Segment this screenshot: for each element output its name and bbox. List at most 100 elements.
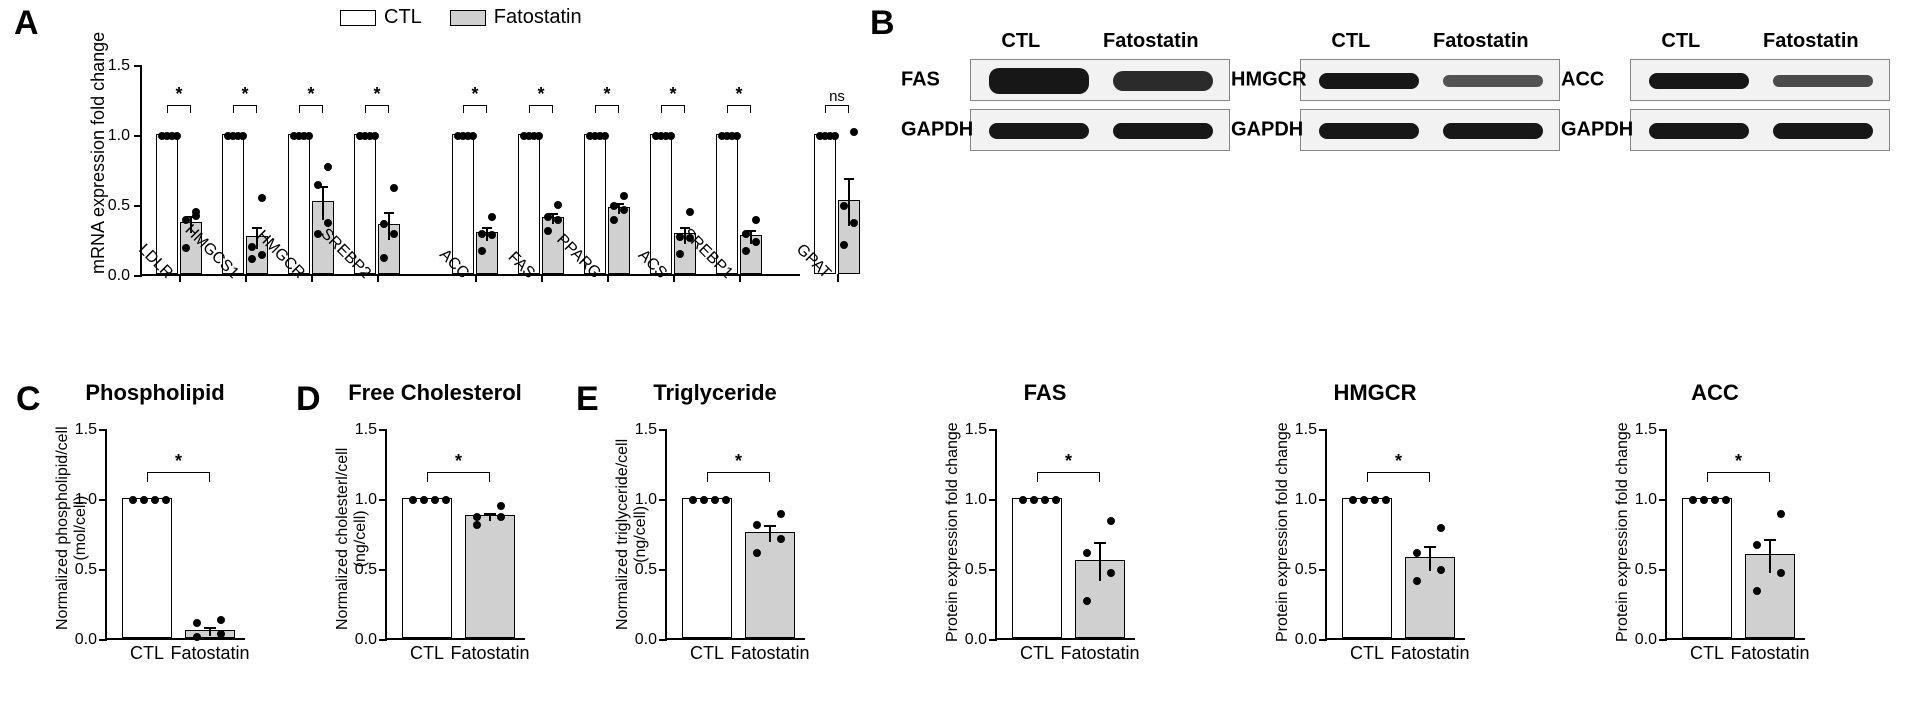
blot-loading-label: GAPDH	[1561, 119, 1633, 142]
lane-label-fato: Fatostatin	[1763, 30, 1859, 53]
band-gapdh-ctl	[1319, 123, 1419, 139]
blot-target-label: ACC	[1561, 69, 1604, 92]
band-gapdh-fato	[1773, 123, 1873, 139]
scatter-dot	[554, 216, 562, 224]
scatter-dot	[535, 132, 543, 140]
lipid-chart-D: Free CholesterolNormalized cholesterl/ce…	[330, 380, 540, 680]
ylabel: Normalized triglyceride/cell(ng/cell)	[614, 439, 649, 630]
ylabel: Protein expression fold change	[1614, 422, 1632, 642]
scatter-dot	[850, 128, 858, 136]
scatter-dot	[777, 510, 785, 518]
scatter-dot	[1041, 496, 1049, 504]
scatter-dot	[1777, 510, 1785, 518]
chart-title: ACC	[1610, 380, 1820, 406]
scatter-dot	[711, 496, 719, 504]
xtick-label-fato: Fatostatin	[450, 643, 529, 664]
scatter-dot	[258, 194, 266, 202]
ytick-label: 0.5	[1295, 561, 1317, 579]
scatter-dot	[473, 513, 481, 521]
significance-label: *	[1735, 451, 1742, 472]
ylabel: Protein expression fold change	[1274, 422, 1292, 642]
bar-ctl	[1012, 498, 1062, 638]
xtick-label-ctl: CTL	[1020, 643, 1054, 664]
scatter-dot	[1711, 496, 1719, 504]
bar-ctl	[1342, 498, 1392, 638]
chart-title: Triglyceride	[610, 380, 820, 406]
scatter-dot	[733, 132, 741, 140]
scatter-dot	[1360, 496, 1368, 504]
scatter-dot	[314, 181, 322, 189]
significance-label: *	[307, 84, 314, 105]
ytick-label: 0.0	[108, 267, 130, 285]
scatter-dot	[324, 163, 332, 171]
scatter-dot	[722, 496, 730, 504]
scatter-dot	[193, 619, 201, 627]
panel-label-C: C	[16, 380, 41, 419]
chart-title: FAS	[940, 380, 1150, 406]
panel-A-chart: mRNA expression fold change 0.00.51.01.5…	[80, 36, 820, 346]
band-gapdh-ctl	[989, 123, 1089, 139]
scatter-dot	[151, 496, 159, 504]
scatter-dot	[442, 496, 450, 504]
chart-title: HMGCR	[1270, 380, 1480, 406]
scatter-dot	[742, 247, 750, 255]
significance-label: ns	[829, 88, 845, 105]
xtick-label-ctl: CTL	[1690, 643, 1724, 664]
bar-fatostatin	[745, 532, 795, 638]
scatter-dot	[700, 496, 708, 504]
scatter-dot	[840, 202, 848, 210]
ytick-label: 1.5	[75, 421, 97, 439]
scatter-dot	[689, 496, 697, 504]
significance-label: *	[471, 84, 478, 105]
protein-chart-FAS: FASProtein expression fold change0.00.51…	[940, 380, 1150, 680]
ytick-label: 0.0	[965, 631, 987, 649]
scatter-dot	[554, 201, 562, 209]
scatter-dot	[409, 496, 417, 504]
scatter-dot	[676, 250, 684, 258]
legend-label-ctl: CTL	[384, 6, 422, 28]
scatter-dot	[752, 216, 760, 224]
blot-loading-label: GAPDH	[1231, 119, 1303, 142]
ytick-label: 1.0	[965, 491, 987, 509]
scatter-dot	[1107, 517, 1115, 525]
scatter-dot	[478, 230, 486, 238]
ytick-label: 0.0	[1295, 631, 1317, 649]
significance-label: *	[455, 451, 462, 472]
chart-title: Phospholipid	[50, 380, 260, 406]
scatter-dot	[390, 230, 398, 238]
scatter-dot	[686, 208, 694, 216]
panel-label-B: B	[870, 4, 895, 43]
scatter-dot	[371, 132, 379, 140]
ytick-label: 1.5	[1295, 421, 1317, 439]
scatter-dot	[478, 247, 486, 255]
legend-swatch-ctl	[340, 10, 376, 26]
ytick-label: 0.5	[635, 561, 657, 579]
scatter-dot	[620, 192, 628, 200]
blot-target-label: HMGCR	[1231, 69, 1307, 92]
ytick-label: 1.5	[965, 421, 987, 439]
blot-target-label: FAS	[901, 69, 940, 92]
ytick-label: 1.5	[1635, 421, 1657, 439]
scatter-dot	[140, 496, 148, 504]
band-ctl	[989, 68, 1089, 94]
scatter-dot	[431, 496, 439, 504]
scatter-dot	[610, 202, 618, 210]
lane-label-ctl: CTL	[1661, 30, 1700, 53]
scatter-dot	[1700, 496, 1708, 504]
xtick-label-ctl: CTL	[690, 643, 724, 664]
scatter-dot	[1371, 496, 1379, 504]
scatter-dot	[1437, 524, 1445, 532]
significance-label: *	[241, 84, 248, 105]
protein-chart-HMGCR: HMGCR Protein expression fold change0.0 0.…	[1270, 380, 1480, 680]
scatter-dot	[217, 616, 225, 624]
scatter-dot	[831, 132, 839, 140]
xtick-label-ctl: CTL	[410, 643, 444, 664]
scatter-dot	[601, 132, 609, 140]
scatter-dot	[1030, 496, 1038, 504]
scatter-dot	[173, 132, 181, 140]
blot-loading-label: GAPDH	[901, 119, 973, 142]
ylabel: Normalized cholesterl/cell(ng/cell)	[334, 448, 369, 630]
ytick-label: 0.5	[965, 561, 987, 579]
scatter-dot	[1753, 541, 1761, 549]
scatter-dot	[305, 132, 313, 140]
